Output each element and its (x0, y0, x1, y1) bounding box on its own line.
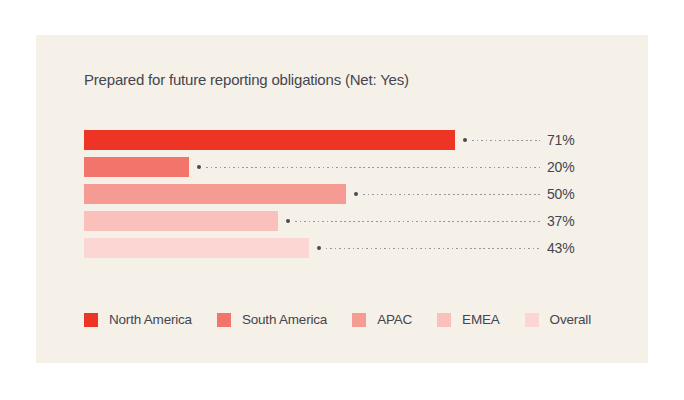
legend-swatch-emea (437, 313, 451, 327)
legend-label-overall: Overall (550, 312, 591, 327)
value-label-emea: 37% (547, 211, 574, 231)
legend-label-south-america: South America (242, 312, 327, 327)
bar-north-america (84, 130, 455, 150)
value-label-apac: 50% (547, 184, 574, 204)
value-label-north-america: 71% (547, 130, 574, 150)
chart-title: Prepared for future reporting obligation… (84, 71, 409, 88)
leader-line (326, 248, 540, 250)
legend-item-apac: APAC (352, 312, 412, 327)
leader-dot (317, 246, 321, 250)
bar-apac (84, 184, 346, 204)
legend-item-south-america: South America (217, 312, 327, 327)
chart-panel: Prepared for future reporting obligation… (36, 35, 648, 363)
bar-emea (84, 211, 278, 231)
legend-label-apac: APAC (377, 312, 412, 327)
bar-overall (84, 238, 309, 258)
legend-swatch-north-america (84, 313, 98, 327)
bar-row-emea: 37% (84, 211, 621, 231)
bar-row-south-america: 20% (84, 157, 621, 177)
leader-dot (463, 138, 467, 142)
leader-line (363, 194, 540, 196)
legend-item-overall: Overall (525, 312, 591, 327)
bar-row-apac: 50% (84, 184, 621, 204)
chart-legend: North America South America APAC EMEA Ov… (84, 312, 591, 327)
legend-label-north-america: North America (109, 312, 192, 327)
leader-dot (354, 192, 358, 196)
value-label-overall: 43% (547, 238, 574, 258)
bar-row-overall: 43% (84, 238, 621, 258)
bar-south-america (84, 157, 189, 177)
leader-dot (197, 165, 201, 169)
legend-item-north-america: North America (84, 312, 192, 327)
legend-swatch-south-america (217, 313, 231, 327)
leader-line (206, 167, 540, 169)
leader-line (295, 221, 540, 223)
legend-swatch-apac (352, 313, 366, 327)
leader-line (472, 140, 540, 142)
bar-row-north-america: 71% (84, 130, 621, 150)
legend-item-emea: EMEA (437, 312, 499, 327)
legend-label-emea: EMEA (462, 312, 499, 327)
leader-dot (286, 219, 290, 223)
legend-swatch-overall (525, 313, 539, 327)
value-label-south-america: 20% (547, 157, 574, 177)
